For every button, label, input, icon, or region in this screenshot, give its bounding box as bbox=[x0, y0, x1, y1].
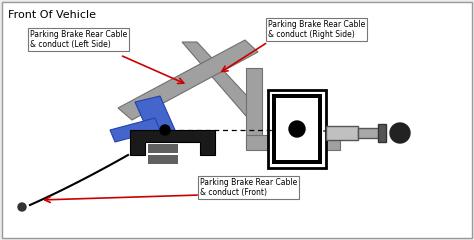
Polygon shape bbox=[118, 40, 258, 120]
Polygon shape bbox=[246, 68, 262, 148]
Bar bbox=[148, 155, 178, 164]
Polygon shape bbox=[246, 135, 340, 150]
Polygon shape bbox=[130, 130, 215, 155]
Text: Front Of Vehicle: Front Of Vehicle bbox=[8, 10, 96, 20]
Bar bbox=[276, 98, 318, 160]
Bar bbox=[358, 128, 380, 138]
Bar bbox=[148, 144, 178, 153]
Circle shape bbox=[18, 203, 26, 211]
Text: Parking Brake Rear Cable
& conduct (Right Side): Parking Brake Rear Cable & conduct (Righ… bbox=[268, 20, 365, 39]
Polygon shape bbox=[110, 118, 160, 142]
Polygon shape bbox=[135, 96, 175, 136]
Bar bbox=[272, 94, 322, 164]
Bar bbox=[268, 90, 326, 168]
Circle shape bbox=[289, 121, 305, 137]
Circle shape bbox=[390, 123, 410, 143]
Polygon shape bbox=[182, 42, 260, 116]
Bar bbox=[326, 126, 358, 140]
Text: Parking Brake Rear Cable
& conduct (Left Side): Parking Brake Rear Cable & conduct (Left… bbox=[30, 30, 127, 49]
Bar bbox=[378, 124, 386, 142]
Text: Parking Brake Rear Cable
& conduct (Front): Parking Brake Rear Cable & conduct (Fron… bbox=[200, 178, 297, 197]
Circle shape bbox=[160, 125, 170, 135]
